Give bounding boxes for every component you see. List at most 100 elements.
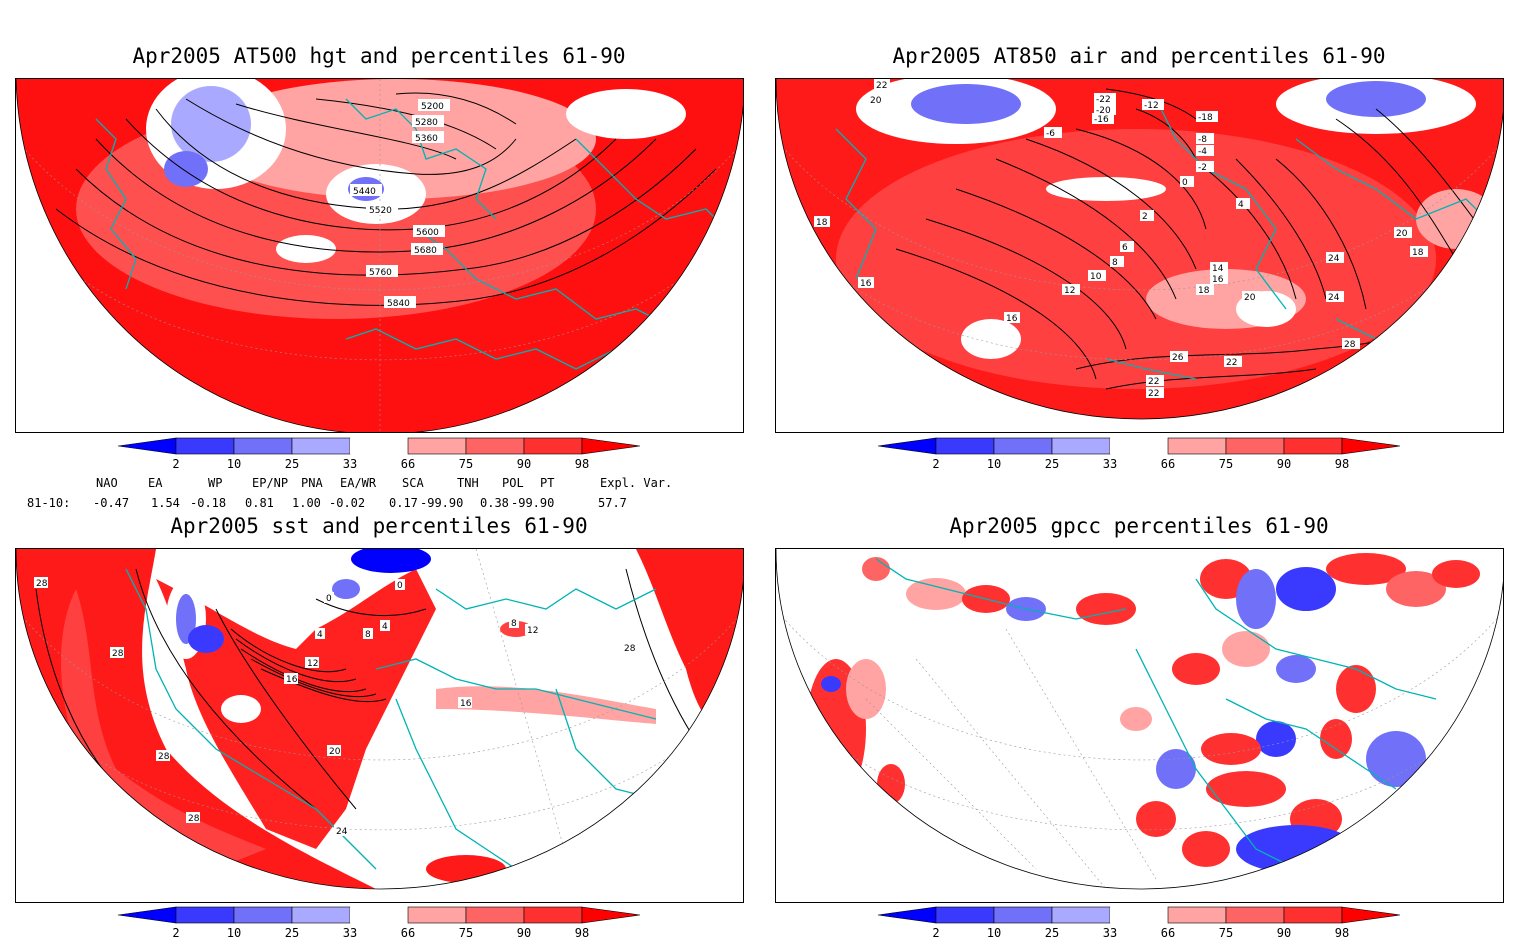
colorbar-labels: 2 10 25 33 66 75 90 98 — [172, 457, 589, 471]
colorbar-labels: 2 10 25 33 66 75 90 98 — [932, 926, 1349, 940]
colorbar-label: 33 — [1103, 457, 1117, 471]
index-value-cell: 57.7 — [598, 496, 627, 509]
colorbar-label: 98 — [575, 457, 589, 471]
index-value-cell: -0.02 — [329, 496, 365, 509]
contour-label: 5840 — [387, 299, 410, 309]
map-air850-canvas: 22 20 18 16 16 -22 -20 -18 -16 -12 -6 -8… — [776, 79, 1503, 420]
contour-label: 5680 — [414, 246, 437, 256]
colorbar-swatches — [877, 437, 1401, 455]
contour-label: 22 — [876, 81, 887, 91]
percentile-field — [276, 235, 336, 263]
index-value-cell: -99.90 — [420, 496, 463, 509]
contour-label: 16 — [1006, 314, 1018, 324]
contour-label: -20 — [1096, 106, 1111, 116]
contour-label: 28 — [112, 649, 124, 659]
index-header-cell: TNH — [457, 476, 479, 490]
colorbar-label: 66 — [1161, 926, 1175, 940]
colorbar-label: 66 — [401, 926, 415, 940]
precip-anomaly-blobs — [806, 553, 1480, 873]
contour-label: 5280 — [415, 118, 438, 128]
contour-label: 0 — [326, 594, 332, 604]
colorbar-label: 90 — [1277, 457, 1291, 471]
colorbar-label: 75 — [1219, 926, 1233, 940]
contour-label: 20 — [329, 747, 341, 757]
contour-label: -16 — [1094, 115, 1109, 125]
contour-label: 4 — [1238, 200, 1244, 210]
contour-label: 5760 — [369, 268, 392, 278]
percentile-field — [332, 579, 360, 599]
index-value-cell: -0.18 — [190, 496, 226, 509]
panel-title-air850: Apr2005 AT850 air and percentiles 61-90 — [892, 44, 1386, 68]
contour-label: 28 — [1344, 340, 1356, 350]
percentile-field — [426, 855, 506, 883]
contour-label: -12 — [1144, 101, 1159, 111]
index-header-cell: NAO — [96, 476, 118, 490]
colorbar-label: 66 — [1161, 457, 1175, 471]
colorbar-label: 2 — [172, 457, 179, 471]
contour-label: 0 — [1182, 178, 1188, 188]
map-air850: 22 20 18 16 16 -22 -20 -18 -16 -12 -6 -8… — [775, 78, 1504, 433]
contour-label: 28 — [188, 814, 200, 824]
temperature-contours — [895, 88, 1497, 390]
contour-label: 5520 — [369, 206, 392, 216]
dome-outline — [776, 549, 1503, 890]
contour-labels: 5200 5280 5360 5440 5520 5600 5680 5760 … — [350, 99, 450, 309]
map-gpcc — [775, 548, 1504, 903]
colorbar-label: 33 — [343, 926, 357, 940]
percentile-field — [188, 625, 224, 653]
colorbar-label: 90 — [517, 457, 531, 471]
index-value-cell: 1.00 — [292, 496, 321, 509]
index-header-cell: WP — [208, 476, 222, 490]
contour-label: 28 — [158, 752, 170, 762]
colorbar-label: 2 — [932, 926, 939, 940]
contour-label: 18 — [1198, 286, 1210, 296]
contour-label: -2 — [1198, 163, 1207, 173]
contour-labels: 28 28 28 28 0 0 4 8 12 16 20 24 4 12 8 1… — [34, 577, 636, 837]
index-value-cell: 0.38 — [480, 496, 509, 509]
graticule — [776, 608, 1503, 889]
colorbar-label: 98 — [1335, 457, 1349, 471]
contour-label: 8 — [511, 619, 517, 629]
contour-label: 20 — [1396, 229, 1408, 239]
contour-label: -8 — [1198, 135, 1207, 145]
map-gpcc-canvas — [776, 549, 1503, 890]
dome-outline — [16, 549, 743, 890]
index-header-cell: EA — [148, 476, 163, 490]
percentile-field — [196, 79, 596, 199]
contour-label: 5440 — [353, 187, 376, 197]
contour-label: 28 — [624, 644, 636, 654]
colorbar-label: 75 — [459, 457, 473, 471]
colorbar-bottom-left: 2 10 25 33 66 75 90 98 — [117, 906, 641, 940]
percentile-field — [961, 319, 1021, 359]
dome-outline — [776, 79, 1503, 420]
contour-label: 22 — [1148, 389, 1159, 399]
contour-label: 18 — [816, 218, 828, 228]
contour-label: 8 — [1112, 258, 1118, 268]
contour-label: 20 — [1244, 293, 1256, 303]
percentile-field — [911, 84, 1021, 124]
colorbar-labels: 2 10 25 33 66 75 90 98 — [172, 926, 589, 940]
colorbar-labels: 2 10 25 33 66 75 90 98 — [932, 457, 1349, 471]
index-table: NAO EA WP EP/NP PNA EA/WR SCA TNH POL PT… — [27, 476, 672, 509]
colorbar-label: 98 — [575, 926, 589, 940]
percentile-field — [1326, 81, 1426, 117]
contour-label: 28 — [36, 579, 48, 589]
colorbar-label: 25 — [285, 457, 299, 471]
contour-label: -22 — [1096, 95, 1111, 105]
contour-label: 5360 — [415, 134, 438, 144]
colorbar-label: 2 — [932, 457, 939, 471]
percentile-field — [436, 686, 656, 724]
coastlines — [95, 98, 737, 370]
contour-label: 5200 — [421, 102, 444, 112]
colorbar-label: 75 — [459, 926, 473, 940]
contour-label: -4 — [1198, 147, 1207, 157]
contour-label: 24 — [1328, 293, 1340, 303]
colorbar-top-left: 2 10 25 33 66 75 90 98 — [117, 437, 641, 471]
colorbar-label: 25 — [1045, 926, 1059, 940]
contour-label: 4 — [382, 622, 388, 632]
colorbar-label: 66 — [401, 457, 415, 471]
graticule — [16, 549, 743, 889]
panel-title-hgt500: Apr2005 AT500 hgt and percentiles 61-90 — [132, 44, 626, 68]
index-value-cell: -0.47 — [93, 496, 129, 509]
percentile-field — [636, 549, 743, 730]
